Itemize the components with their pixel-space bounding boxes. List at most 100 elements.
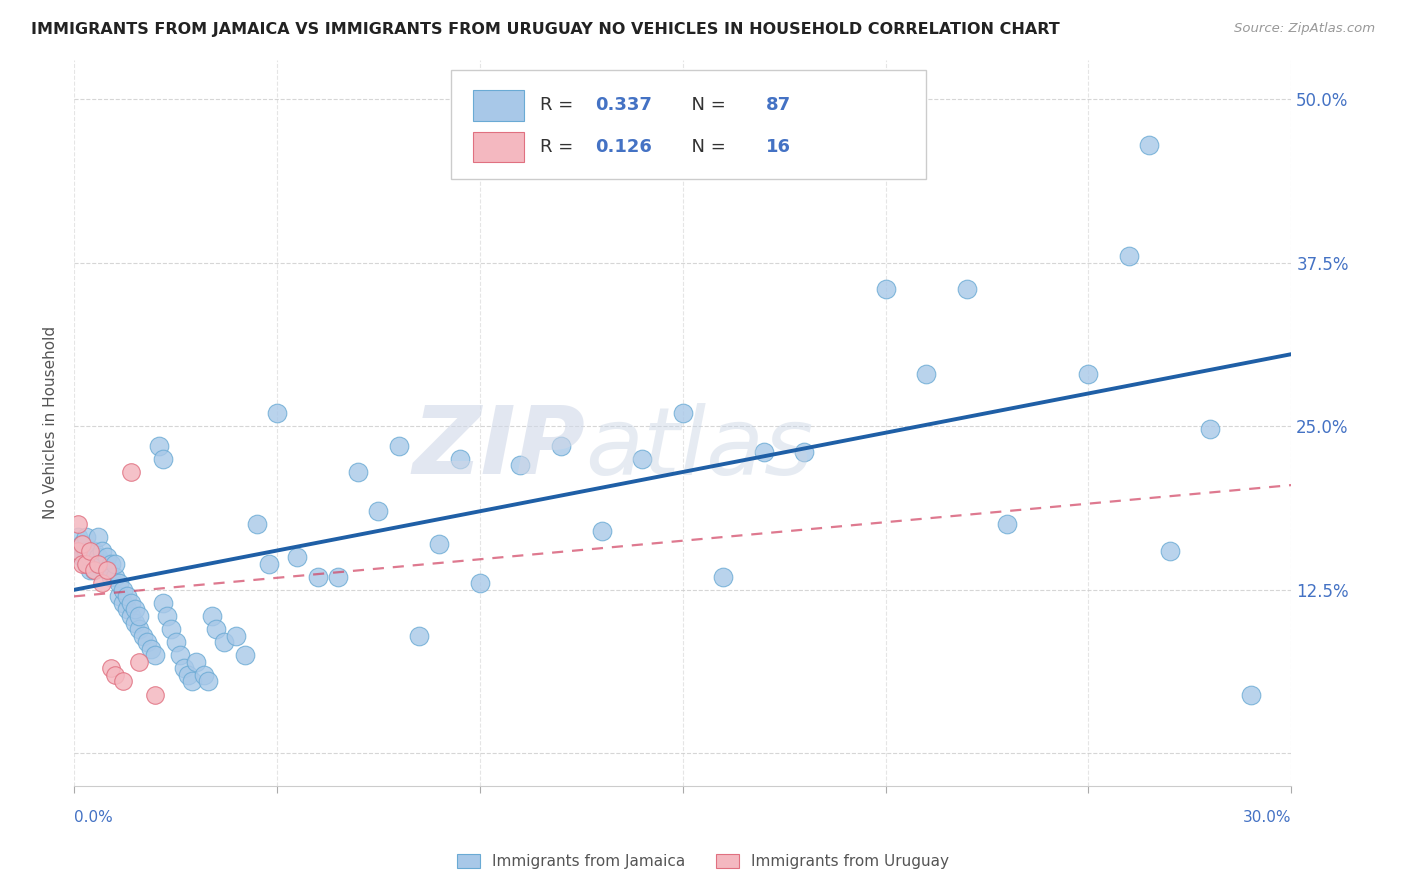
Text: R =: R = <box>540 96 579 114</box>
Point <box>107 590 129 604</box>
Point <box>87 531 110 545</box>
Point <box>96 550 118 565</box>
Point <box>169 648 191 663</box>
Point <box>193 668 215 682</box>
Point <box>152 596 174 610</box>
Point <box>70 537 93 551</box>
Text: 16: 16 <box>765 137 790 156</box>
Point <box>184 655 207 669</box>
Point <box>995 517 1018 532</box>
FancyBboxPatch shape <box>474 90 524 120</box>
Point <box>165 635 187 649</box>
Point <box>1240 688 1263 702</box>
Point <box>408 629 430 643</box>
Point <box>115 602 138 616</box>
Point <box>141 641 163 656</box>
Text: 87: 87 <box>765 96 790 114</box>
Point <box>246 517 269 532</box>
Point <box>143 648 166 663</box>
Point <box>111 596 134 610</box>
Point <box>956 282 979 296</box>
Point <box>509 458 531 473</box>
Point <box>136 635 159 649</box>
Point <box>266 406 288 420</box>
Point <box>152 451 174 466</box>
Text: 0.126: 0.126 <box>595 137 652 156</box>
Point <box>156 609 179 624</box>
Point <box>132 629 155 643</box>
Point <box>104 570 127 584</box>
Point <box>100 570 122 584</box>
Point <box>367 504 389 518</box>
Point <box>915 367 938 381</box>
Point <box>104 668 127 682</box>
Point <box>212 635 235 649</box>
Text: R =: R = <box>540 137 579 156</box>
Text: N =: N = <box>681 96 731 114</box>
Point <box>148 439 170 453</box>
Point <box>285 550 308 565</box>
Point <box>197 674 219 689</box>
Text: Source: ZipAtlas.com: Source: ZipAtlas.com <box>1234 22 1375 36</box>
Point <box>1137 137 1160 152</box>
Point <box>875 282 897 296</box>
Y-axis label: No Vehicles in Household: No Vehicles in Household <box>44 326 58 519</box>
Point <box>91 576 114 591</box>
Point <box>1199 422 1222 436</box>
Point <box>96 563 118 577</box>
Point <box>83 563 105 577</box>
Point <box>128 609 150 624</box>
Point <box>107 576 129 591</box>
Point <box>550 439 572 453</box>
Point <box>70 550 93 565</box>
Point <box>752 445 775 459</box>
Point <box>111 674 134 689</box>
Point <box>115 590 138 604</box>
Point <box>205 622 228 636</box>
Point <box>1159 543 1181 558</box>
Point <box>591 524 613 538</box>
Point <box>104 557 127 571</box>
Point <box>75 531 97 545</box>
Point <box>128 622 150 636</box>
Point <box>201 609 224 624</box>
Point <box>1118 249 1140 263</box>
Point <box>449 451 471 466</box>
Point <box>75 557 97 571</box>
Point <box>326 570 349 584</box>
Point <box>79 543 101 558</box>
Point <box>87 557 110 571</box>
Point <box>70 537 93 551</box>
Point <box>83 563 105 577</box>
Point <box>124 615 146 630</box>
FancyBboxPatch shape <box>474 131 524 162</box>
Point <box>111 582 134 597</box>
Point <box>225 629 247 643</box>
Point <box>100 557 122 571</box>
Point <box>468 576 491 591</box>
Point <box>793 445 815 459</box>
Point <box>347 465 370 479</box>
Point <box>180 674 202 689</box>
Point <box>257 557 280 571</box>
Point <box>388 439 411 453</box>
Point <box>128 655 150 669</box>
Point <box>91 557 114 571</box>
FancyBboxPatch shape <box>451 70 927 179</box>
Point <box>233 648 256 663</box>
Point <box>1077 367 1099 381</box>
Point <box>67 543 90 558</box>
Text: IMMIGRANTS FROM JAMAICA VS IMMIGRANTS FROM URUGUAY NO VEHICLES IN HOUSEHOLD CORR: IMMIGRANTS FROM JAMAICA VS IMMIGRANTS FR… <box>31 22 1060 37</box>
Point <box>87 557 110 571</box>
Point <box>70 557 93 571</box>
Point <box>120 596 142 610</box>
Text: N =: N = <box>681 137 731 156</box>
Point <box>91 543 114 558</box>
Point <box>79 550 101 565</box>
Point <box>120 465 142 479</box>
Text: ZIP: ZIP <box>412 402 585 494</box>
Point <box>100 661 122 675</box>
Point <box>173 661 195 675</box>
Point <box>79 563 101 577</box>
Point <box>672 406 695 420</box>
